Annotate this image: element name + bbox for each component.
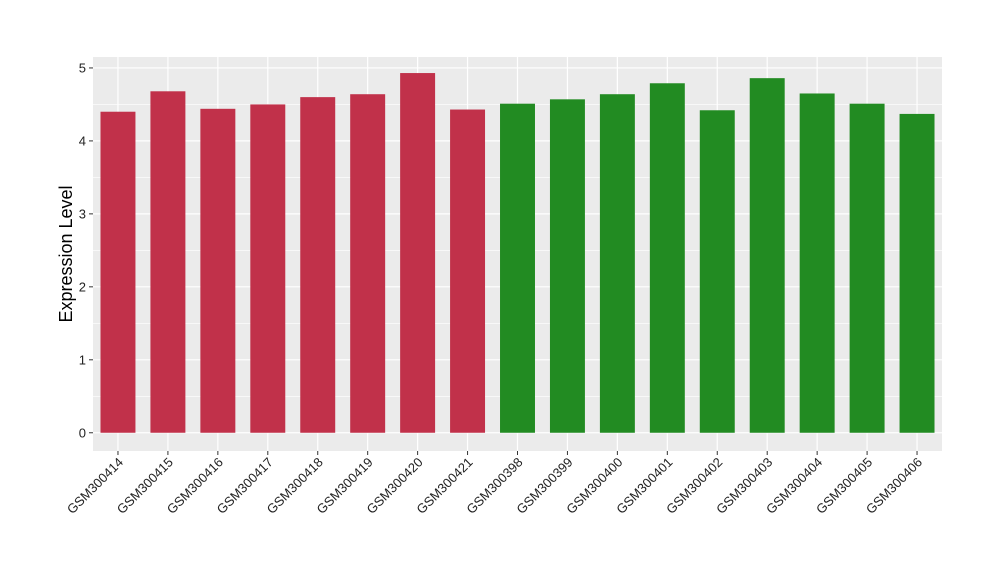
bar-gsm300421 [450,109,486,433]
bar-gsm300420 [400,73,436,433]
y-tick-label: 4 [79,133,86,148]
y-tick-label: 3 [79,206,86,221]
bar-gsm300399 [549,99,585,433]
bar-gsm300402 [699,110,735,433]
bar-gsm300400 [599,94,635,433]
bar-gsm300405 [849,103,885,433]
bar-gsm300418 [300,97,336,433]
bar-gsm300417 [250,104,286,433]
x-axis: GSM300414GSM300415GSM300416GSM300417GSM3… [64,451,925,517]
bar-gsm300416 [200,108,236,433]
y-axis-title: Expression Level [56,185,76,322]
bars [100,73,935,433]
bar-gsm300398 [500,103,535,433]
bar-gsm300406 [899,113,935,433]
bar-gsm300415 [150,91,186,433]
y-tick-label: 1 [79,352,86,367]
bar-gsm300401 [649,83,685,433]
bar-gsm300419 [350,94,386,433]
bar-gsm300403 [749,78,785,433]
y-axis: 0 1 2 3 4 5 [79,60,93,440]
y-tick-label: 5 [79,60,86,75]
bar-gsm300404 [799,93,835,433]
y-tick-label: 0 [79,425,86,440]
y-tick-label: 2 [79,279,86,294]
bar-gsm300414 [100,111,136,433]
